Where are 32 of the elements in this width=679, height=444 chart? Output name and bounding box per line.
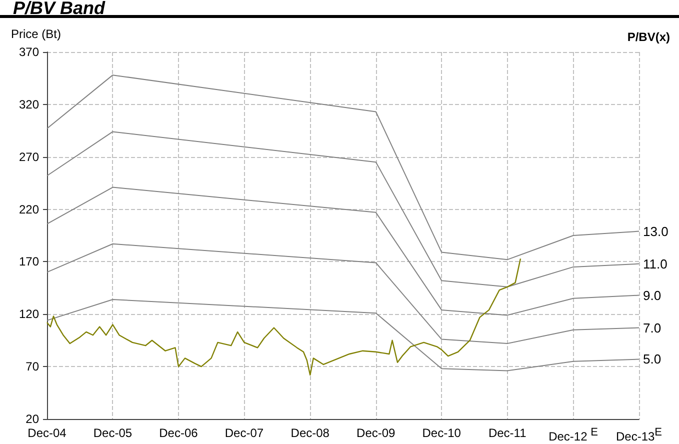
x-tick-label: Dec-07 bbox=[224, 426, 264, 440]
y-tick-label: 120 bbox=[18, 307, 40, 322]
x-tick-label: Dec-12 E bbox=[548, 426, 598, 444]
series-label: 7.0 bbox=[643, 320, 662, 336]
y-tick-label: 320 bbox=[18, 97, 40, 112]
line-series bbox=[46, 131, 640, 288]
y-tick-label: 170 bbox=[18, 254, 40, 269]
chart-title: P/BV Band bbox=[13, 0, 106, 18]
y-tick-label: 270 bbox=[18, 150, 40, 164]
line-series bbox=[46, 258, 522, 376]
series-label: 5.0 bbox=[643, 352, 662, 367]
y-tick-label: 70 bbox=[26, 360, 40, 374]
line-series bbox=[46, 298, 640, 372]
x-tick-label: Dec-11 bbox=[488, 426, 527, 440]
x-tick-label: Dec-09 bbox=[356, 426, 396, 440]
x-tick-label: Dec-08 bbox=[290, 426, 330, 440]
series-label: 13.0 bbox=[643, 224, 668, 239]
line-series bbox=[46, 186, 640, 316]
x-tick-label: Dec-05 bbox=[93, 426, 132, 440]
x-tick-label: Dec-04 bbox=[28, 426, 67, 440]
x-tick-label: Dec-10 bbox=[422, 426, 462, 440]
y-tick-label: 20 bbox=[26, 412, 40, 426]
line-series bbox=[46, 74, 640, 260]
series-label: 9.0 bbox=[643, 288, 662, 303]
y-tick-label: 370 bbox=[18, 45, 40, 59]
y-tick-label: 220 bbox=[18, 202, 40, 216]
y-axis-title: Price (Bt) bbox=[11, 27, 62, 41]
line-series bbox=[46, 243, 640, 344]
x-tick-label: Dec-13E bbox=[616, 426, 662, 444]
series-label: 11.0 bbox=[643, 256, 668, 272]
x-tick-label: Dec-06 bbox=[159, 426, 198, 440]
legend-title: P/BV(x) bbox=[627, 30, 670, 44]
